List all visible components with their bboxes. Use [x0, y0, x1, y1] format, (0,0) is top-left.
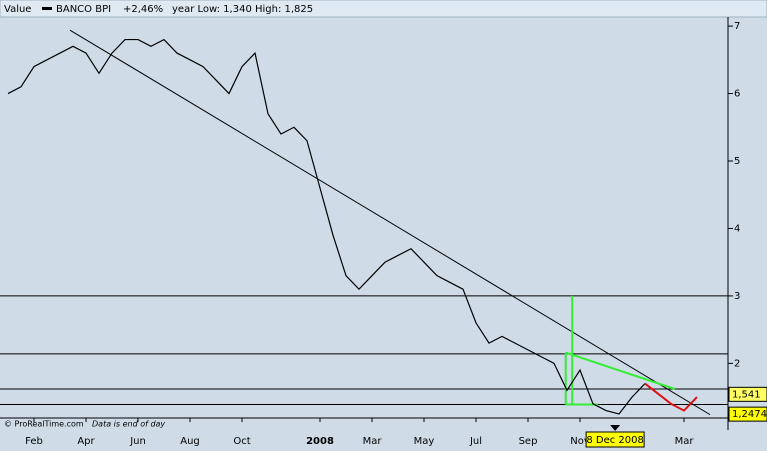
x-tick-label: Jul [469, 436, 482, 447]
cursor-label: 8 Dec 2008 [586, 435, 644, 446]
price-label-box [728, 406, 767, 422]
x-tick-label: Mar [363, 436, 383, 447]
x-tick-label: Feb [25, 436, 43, 447]
price-label-box [728, 386, 767, 402]
header-bar [0, 0, 767, 18]
legend-swatch [42, 7, 52, 10]
x-tick-label: Aug [180, 436, 200, 447]
price-line [7, 38, 646, 415]
x-tick-label: Sep [519, 436, 538, 447]
cursor-box [585, 431, 645, 448]
footer-source: © ProRealTime.com [4, 420, 84, 429]
y-tick-label: 6 [734, 89, 740, 100]
footer-note: Data is end of day [92, 420, 165, 429]
y-tick-label: 3 [734, 291, 740, 302]
header-label: Value [4, 4, 31, 15]
x-tick-label: Jun [129, 436, 146, 447]
x-tick-label: Nov [570, 436, 590, 447]
price-label: 1,541 [732, 389, 761, 400]
cursor-marker [610, 425, 621, 431]
trendline [69, 29, 711, 416]
x-tick-label: 2008 [306, 436, 334, 447]
green-annotation [565, 351, 676, 390]
header-name: BANCO BPI [56, 4, 111, 15]
y-tick-label: 7 [734, 21, 740, 32]
y-tick-label: 5 [734, 156, 740, 167]
header-change: +2,46% [123, 4, 163, 15]
price-label: 1,2474 [732, 409, 767, 420]
header-range: year Low: 1,340 High: 1,825 [172, 4, 313, 15]
x-tick-label: Apr [77, 436, 95, 447]
y-tick-label: 4 [734, 223, 740, 234]
price-line [644, 382, 698, 412]
y-tick-label: 2 [734, 358, 740, 369]
x-tick-label: Mar [675, 436, 695, 447]
x-tick-label: May [414, 436, 435, 447]
x-tick-label: Oct [233, 436, 250, 447]
